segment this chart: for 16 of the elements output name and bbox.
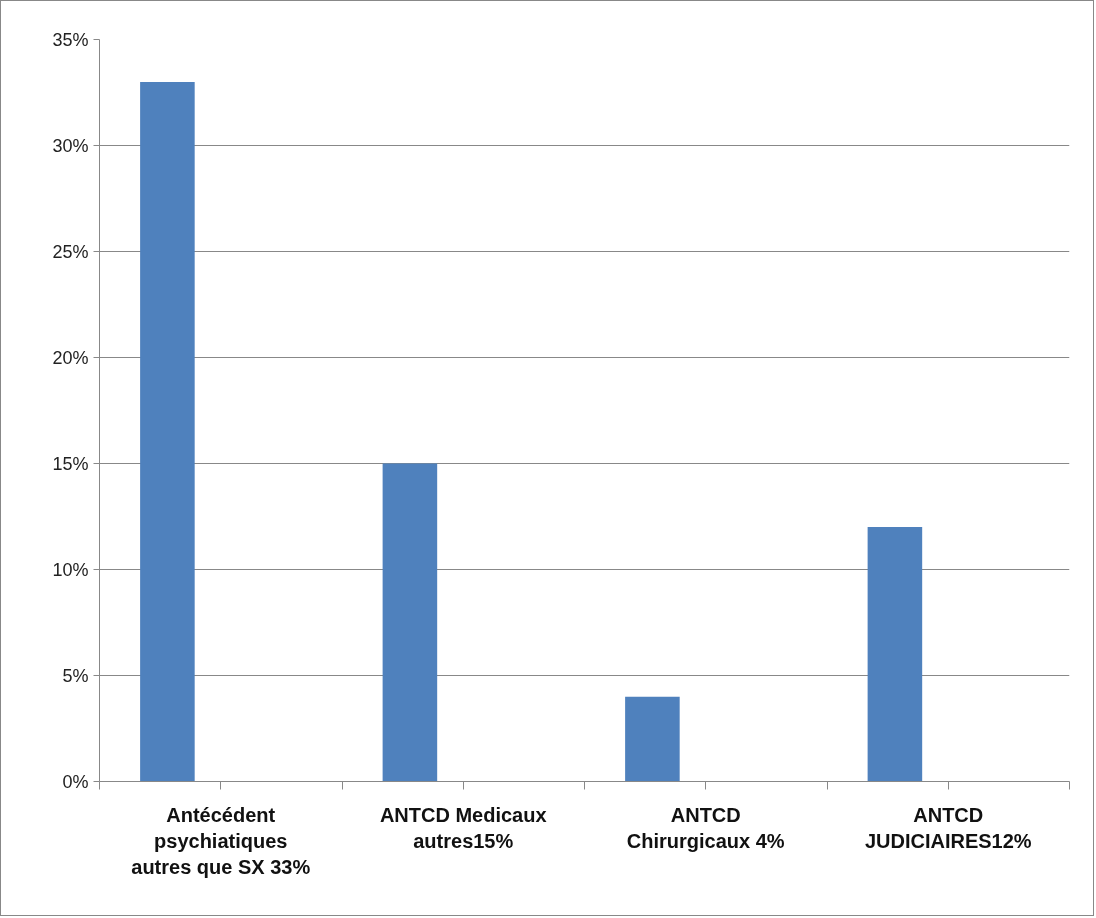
- y-tick-label: 30%: [52, 135, 89, 156]
- y-tick-label: 0%: [62, 771, 89, 792]
- bar: [867, 527, 923, 782]
- x-tick-label: ANTCD JUDICIAIRES12%: [864, 803, 1032, 852]
- bar: [625, 696, 680, 782]
- y-tick-label: 35%: [52, 29, 89, 50]
- x-tick-label: ANTCD Chirurgicaux 4%: [626, 803, 785, 852]
- bar: [140, 81, 195, 782]
- y-tick-label: 5%: [62, 665, 89, 686]
- y-tick-label: 25%: [52, 241, 89, 262]
- y-tick-label: 15%: [52, 453, 89, 474]
- x-tick-label: Antécédent psychiatiques autres que SX 33%: [131, 803, 311, 879]
- y-tick-label: 20%: [52, 347, 89, 368]
- y-tick-label: 10%: [52, 559, 89, 580]
- bar: [382, 463, 438, 782]
- x-tick-label: ANTCD Medicaux autres15%: [379, 803, 547, 852]
